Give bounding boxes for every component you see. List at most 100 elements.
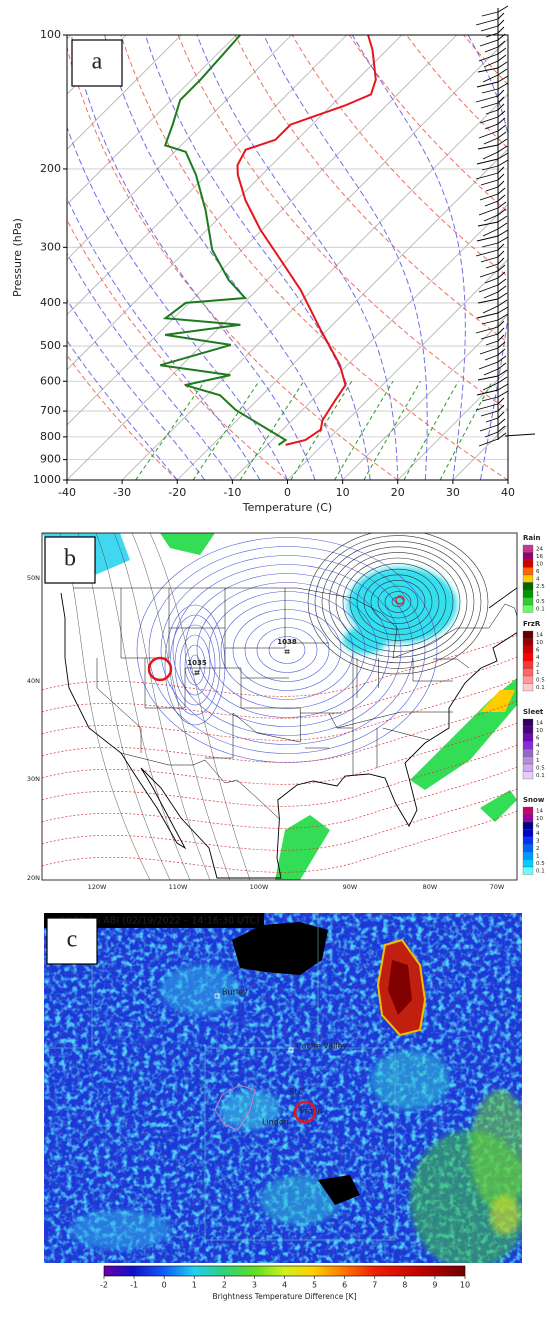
wind-barb xyxy=(479,39,499,47)
wind-barb xyxy=(481,88,499,94)
state-border xyxy=(96,658,142,753)
wind-barb xyxy=(481,165,499,171)
wind-barb xyxy=(497,341,506,349)
legend-swatch xyxy=(522,544,534,553)
legend-swatch xyxy=(522,814,534,823)
legend-title: Sleet xyxy=(523,708,544,716)
wind-barb xyxy=(475,249,499,257)
wind-barb xyxy=(497,54,507,62)
isobar xyxy=(307,533,489,675)
wind-barb xyxy=(482,74,499,83)
isobar xyxy=(256,627,318,673)
wind-barb xyxy=(475,172,499,180)
x-tick-label: -30 xyxy=(113,486,131,499)
wind-barb xyxy=(497,299,508,307)
panel-label: b xyxy=(64,546,76,572)
isobar xyxy=(328,546,468,658)
legend-swatch xyxy=(522,567,534,576)
legend-swatch xyxy=(522,806,534,815)
wind-barb xyxy=(484,354,499,361)
x-tick-label: 30 xyxy=(446,486,460,499)
legend-swatch xyxy=(522,771,534,780)
dry-adiabat xyxy=(120,35,508,480)
moist-adiabat xyxy=(196,35,399,480)
mixing-ratio-line xyxy=(290,381,353,480)
brightness-patch xyxy=(490,1195,520,1235)
dry-adiabat xyxy=(67,218,288,480)
legend-swatch xyxy=(522,726,534,735)
thickness-line xyxy=(42,634,517,697)
state-border xyxy=(73,587,517,659)
legend-swatch xyxy=(522,756,534,765)
wind-barb xyxy=(479,347,499,355)
legend-swatch xyxy=(522,675,534,684)
wind-barb xyxy=(497,397,505,405)
wind-barb xyxy=(497,425,506,433)
plot-background xyxy=(67,35,508,480)
site-circle xyxy=(147,656,173,682)
legend-swatch xyxy=(522,733,534,742)
wind-barb xyxy=(497,61,508,69)
moist-adiabat xyxy=(67,339,178,480)
isobar xyxy=(184,573,390,727)
colorbar-tick-label: 7 xyxy=(372,1281,377,1290)
place-marker xyxy=(288,1047,294,1053)
isobar xyxy=(189,654,201,676)
rain-area xyxy=(480,790,517,822)
wind-barb xyxy=(497,278,507,286)
x-tick-label: -40 xyxy=(58,486,76,499)
wind-barb xyxy=(476,389,499,396)
isobar xyxy=(363,574,433,630)
state-border xyxy=(225,588,286,649)
wind-barb xyxy=(497,82,509,90)
panel-label-box xyxy=(46,917,98,965)
legend-label: 1 xyxy=(536,670,540,676)
brightness-patch xyxy=(370,1050,450,1110)
legend-label: 0.1 xyxy=(536,606,545,612)
colorbar xyxy=(103,1265,466,1277)
x-tick-label: 40 xyxy=(501,486,515,499)
isobar xyxy=(131,533,231,880)
wind-barb xyxy=(497,320,505,328)
x-tick-label: 20 xyxy=(391,486,405,499)
legend-label: 1 xyxy=(536,853,540,859)
legend-swatch xyxy=(522,638,534,647)
legend-swatch xyxy=(522,821,534,830)
legend-label: 14 xyxy=(536,632,543,638)
profile-line xyxy=(236,35,377,446)
wind-barb xyxy=(485,263,499,269)
wind-barb xyxy=(497,89,505,97)
legend-title: FrzR xyxy=(523,620,541,628)
wind-barb xyxy=(497,362,507,370)
wind-barb xyxy=(478,438,499,447)
y-tick-label: 600 xyxy=(40,374,61,387)
wind-barb xyxy=(497,159,509,167)
wind-barb xyxy=(497,411,505,419)
wind-barb xyxy=(480,410,499,417)
legend-label: 2 xyxy=(536,662,540,668)
legend-swatch xyxy=(522,559,534,568)
wind-barb xyxy=(480,179,499,186)
wind-barb xyxy=(497,229,509,237)
y-tick-label: 700 xyxy=(40,404,61,417)
wind-barb xyxy=(483,368,499,376)
wind-barb xyxy=(480,102,499,109)
wind-barb xyxy=(482,151,499,160)
isobar xyxy=(174,624,216,706)
wind-barb xyxy=(497,292,508,300)
wind-barb xyxy=(477,375,499,381)
wind-barb xyxy=(497,194,506,202)
wind-barb xyxy=(480,256,499,263)
legend-swatch xyxy=(522,741,534,750)
title-strip xyxy=(44,913,264,928)
skewt-plot xyxy=(67,35,508,480)
wind-barb xyxy=(481,11,499,17)
colorbar-tick-label: 4 xyxy=(282,1281,287,1290)
dry-adiabat xyxy=(67,354,178,480)
thickness-line xyxy=(42,678,517,741)
panel-label-box xyxy=(71,39,123,87)
legend-swatch xyxy=(522,574,534,583)
isotherm xyxy=(176,148,508,480)
wind-barb xyxy=(497,166,505,174)
legend-label: 2 xyxy=(536,750,540,756)
